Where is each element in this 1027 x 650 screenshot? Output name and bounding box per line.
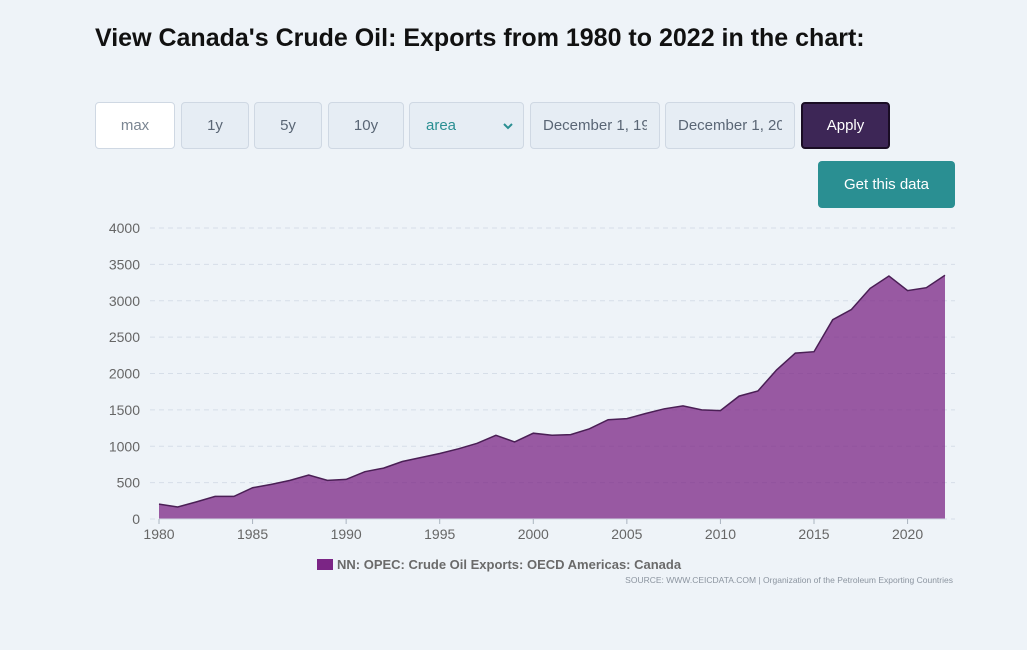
y-tick-label: 0 xyxy=(132,511,140,527)
y-tick-label: 3000 xyxy=(109,293,140,309)
legend-swatch xyxy=(317,559,333,570)
data-point xyxy=(813,351,815,353)
data-point xyxy=(869,287,871,289)
data-point xyxy=(532,432,534,434)
legend-label: NN: OPEC: Crude Oil Exports: OECD Americ… xyxy=(337,557,682,572)
data-point xyxy=(832,319,834,321)
data-point xyxy=(420,457,422,459)
data-point xyxy=(588,428,590,430)
data-point xyxy=(757,390,759,392)
data-point xyxy=(345,478,347,480)
start-date-input[interactable] xyxy=(530,102,660,149)
data-point xyxy=(177,506,179,508)
data-point xyxy=(514,441,516,443)
range-10y-button[interactable]: 10y xyxy=(328,102,404,149)
data-point xyxy=(214,495,216,497)
data-point xyxy=(888,275,890,277)
chart-legend[interactable]: NN: OPEC: Crude Oil Exports: OECD Americ… xyxy=(317,557,681,572)
data-point xyxy=(289,479,291,481)
x-tick-label: 1980 xyxy=(143,526,174,542)
data-point xyxy=(158,503,160,505)
data-point xyxy=(252,487,254,489)
data-point xyxy=(326,479,328,481)
data-point xyxy=(682,405,684,407)
x-tick-label: 1985 xyxy=(237,526,268,542)
data-point xyxy=(645,413,647,415)
data-point xyxy=(270,483,272,485)
series-area xyxy=(159,275,945,519)
range-1y-button[interactable]: 1y xyxy=(181,102,249,149)
x-tick-label: 2015 xyxy=(798,526,829,542)
data-point xyxy=(738,395,740,397)
y-tick-label: 2000 xyxy=(109,366,140,382)
data-point xyxy=(233,495,235,497)
y-tick-label: 2500 xyxy=(109,329,140,345)
data-point xyxy=(401,461,403,463)
source-note: SOURCE: WWW.CEICDATA.COM | Organization … xyxy=(625,575,953,585)
series-line xyxy=(158,274,946,508)
data-point xyxy=(383,467,385,469)
data-point xyxy=(626,418,628,420)
page-title: View Canada's Crude Oil: Exports from 19… xyxy=(95,24,865,52)
y-tick-label: 4000 xyxy=(109,220,140,236)
data-point xyxy=(607,419,609,421)
data-point xyxy=(439,453,441,455)
area-chart: 0 500 1000 1500 2000 2500 3000 3500 4000 1980 1985… xyxy=(109,220,955,542)
data-point xyxy=(944,274,946,276)
data-point xyxy=(476,442,478,444)
x-tick-label: 1995 xyxy=(424,526,455,542)
data-point xyxy=(925,287,927,289)
get-data-button[interactable]: Get this data xyxy=(818,161,955,208)
data-point xyxy=(907,290,909,292)
data-point xyxy=(663,408,665,410)
data-point xyxy=(794,352,796,354)
apply-button[interactable]: Apply xyxy=(801,102,890,149)
chart-type-value: area xyxy=(426,117,457,134)
range-max-button[interactable]: max xyxy=(95,102,175,149)
data-point xyxy=(495,434,497,436)
y-tick-label: 500 xyxy=(117,475,141,491)
data-point xyxy=(701,409,703,411)
x-tick-label: 2010 xyxy=(705,526,736,542)
chart-type-select[interactable]: area xyxy=(409,102,524,149)
x-tick-label: 1990 xyxy=(331,526,362,542)
data-point xyxy=(719,410,721,412)
range-5y-button[interactable]: 5y xyxy=(254,102,322,149)
data-point xyxy=(551,434,553,436)
data-point xyxy=(195,501,197,503)
end-date-input[interactable] xyxy=(665,102,795,149)
x-tick-label: 2020 xyxy=(892,526,923,542)
data-point xyxy=(364,471,366,473)
data-point xyxy=(570,434,572,436)
data-point xyxy=(308,474,310,476)
y-tick-label: 1500 xyxy=(109,402,140,418)
y-tick-label: 3500 xyxy=(109,256,140,272)
chevron-down-icon xyxy=(503,123,513,130)
y-tick-label: 1000 xyxy=(109,438,140,454)
x-tick-label: 2005 xyxy=(611,526,642,542)
x-tick-label: 2000 xyxy=(518,526,549,542)
data-point xyxy=(457,448,459,450)
data-point xyxy=(850,309,852,311)
data-point xyxy=(776,369,778,371)
